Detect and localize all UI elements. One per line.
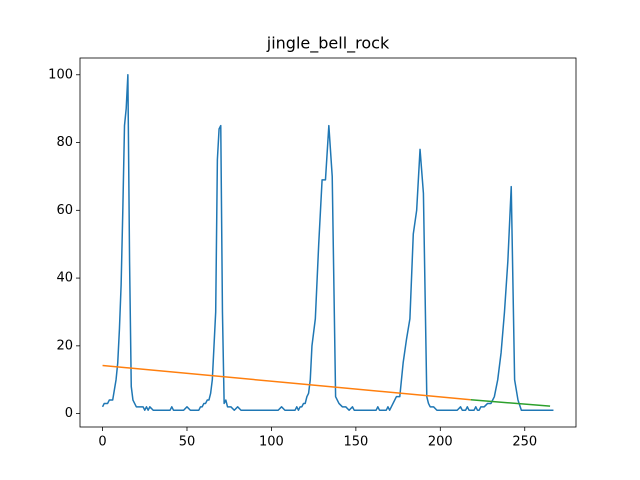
line-series: [470, 398, 551, 407]
y-tick-label: 20: [56, 338, 73, 353]
x-tick-label: 0: [98, 435, 106, 450]
plot-frame: [79, 57, 577, 428]
y-tick-label: 80: [56, 135, 73, 150]
y-tick-label: 40: [56, 271, 73, 286]
y-tick-label: 60: [56, 203, 73, 218]
line-series: [101, 74, 554, 411]
x-tick-label: 150: [343, 435, 368, 450]
x-tick-label: 50: [179, 435, 196, 450]
line-series: [102, 364, 471, 401]
x-tick-label: 200: [428, 435, 453, 450]
y-tick-label: 100: [48, 67, 73, 82]
x-tick-label: 250: [512, 435, 537, 450]
chart-title: jingle_bell_rock: [266, 34, 390, 54]
y-tick-label: 0: [65, 406, 73, 421]
x-tick-label: 100: [259, 435, 284, 450]
